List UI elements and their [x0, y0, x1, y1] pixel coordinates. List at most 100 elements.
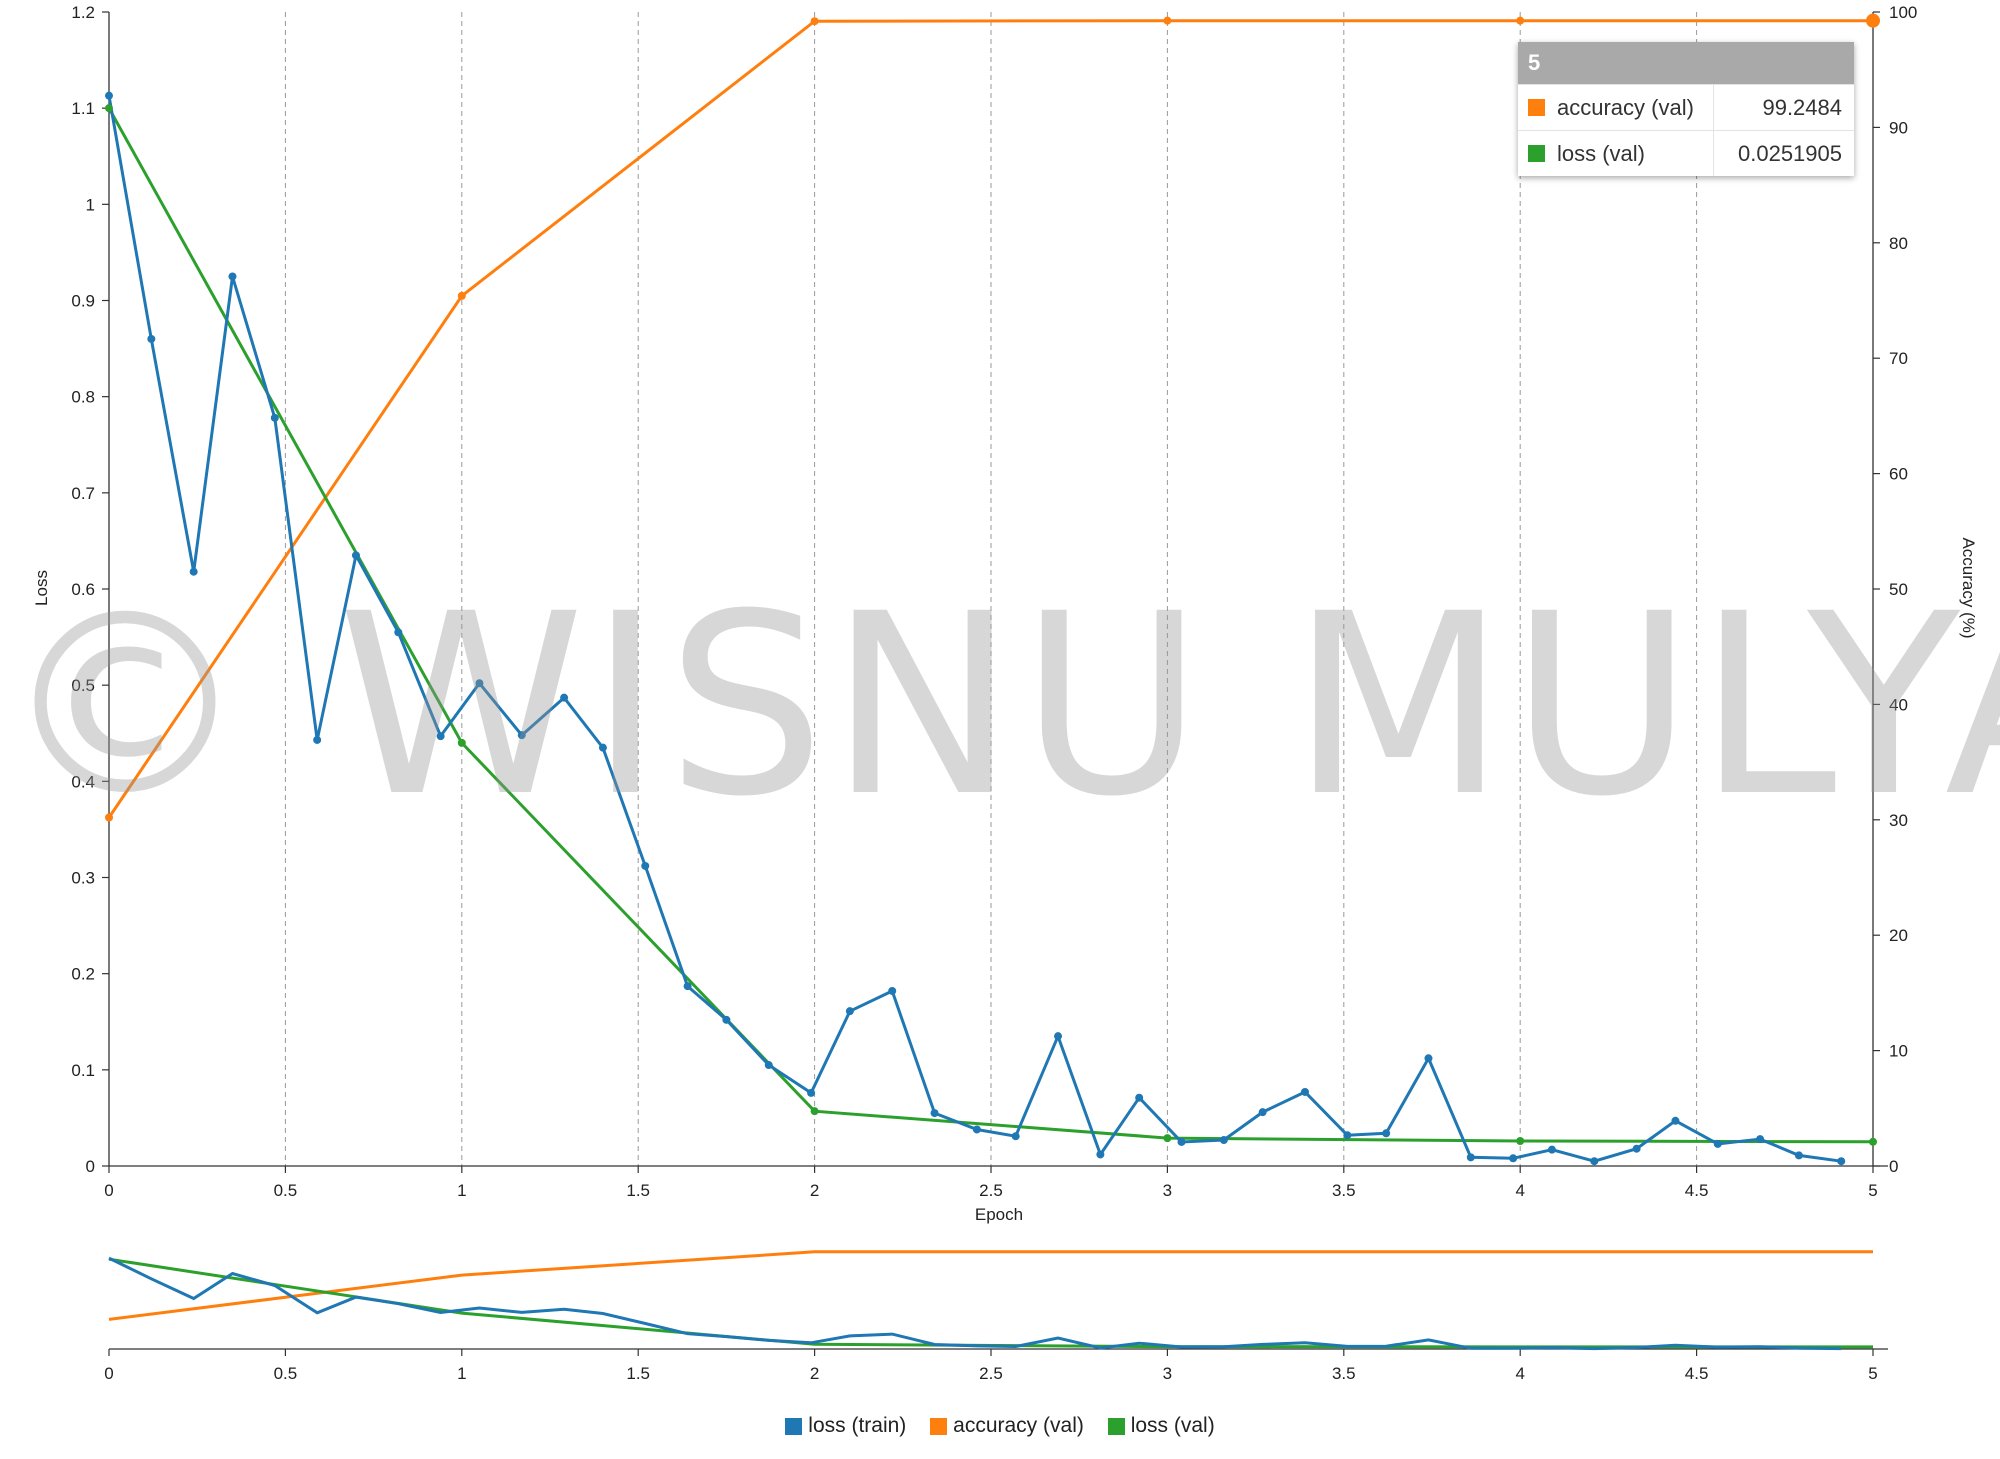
- mini-x-tick-label: 0: [104, 1364, 113, 1383]
- point-accuracy-val: [1516, 16, 1525, 25]
- point-loss-train: [972, 1125, 981, 1134]
- x-tick-label: 1.5: [626, 1181, 650, 1200]
- tooltip-row-accuracy: accuracy (val) 99.2484: [1518, 84, 1854, 130]
- mini-line-accuracy-val: [108, 1250, 1873, 1321]
- y2-tick-label: 70: [1889, 349, 1908, 368]
- y-tick-label: 0.5: [71, 676, 95, 695]
- legend-swatch: [785, 1417, 803, 1435]
- tick-marks: [102, 11, 1880, 1356]
- mini-x-tick-label: 5: [1868, 1364, 1877, 1383]
- point-loss-train: [147, 334, 156, 343]
- mini-x-tick-label: 3: [1163, 1364, 1172, 1383]
- legend-item-loss-val[interactable]: loss (val): [1107, 1414, 1215, 1438]
- legend-label: loss (val): [1130, 1414, 1215, 1437]
- series-points: [105, 13, 1880, 1166]
- point-loss-train: [1632, 1144, 1641, 1153]
- point-loss-train: [1794, 1151, 1803, 1160]
- legend-item-accuracy-val[interactable]: accuracy (val): [930, 1414, 1084, 1438]
- mini-x-tick-label: 0.5: [274, 1364, 298, 1383]
- point-loss-train: [351, 551, 360, 560]
- series-line-loss-train: [107, 95, 1842, 1163]
- y-tick-label: 0.9: [71, 292, 95, 311]
- point-loss-train: [1466, 1153, 1475, 1162]
- x-tick-label: 2.5: [979, 1181, 1003, 1200]
- point-accuracy-val: [1866, 13, 1880, 28]
- point-loss-train: [517, 731, 526, 740]
- point-loss-train: [1382, 1129, 1391, 1138]
- x-tick-label: 0: [104, 1181, 113, 1200]
- point-loss-val: [105, 104, 113, 113]
- y2-tick-label: 80: [1889, 234, 1908, 253]
- point-loss-train: [1671, 1116, 1680, 1125]
- point-loss-train: [1054, 1032, 1063, 1041]
- y-tick-label: 1: [86, 195, 95, 214]
- point-loss-train: [683, 982, 692, 991]
- mini-x-tick-label: 4: [1515, 1364, 1524, 1383]
- point-loss-train: [1837, 1157, 1846, 1166]
- vertical-gridlines: [284, 12, 1874, 1166]
- tooltip-label: loss (val): [1557, 140, 1646, 166]
- mini-x-tick-label: 1: [457, 1364, 466, 1383]
- y-tick-label: 0.6: [71, 580, 95, 599]
- loss-val-swatch: [1528, 145, 1545, 162]
- series-line-accuracy-val: [107, 19, 1873, 819]
- y2-tick-label: 60: [1889, 465, 1908, 484]
- point-loss-train: [1509, 1154, 1518, 1163]
- point-loss-train: [1135, 1093, 1144, 1102]
- tooltip-label: accuracy (val): [1557, 94, 1694, 120]
- overview-brush-lines[interactable]: [108, 1250, 1873, 1351]
- x-tick-label: 4.5: [1685, 1181, 1709, 1200]
- series-line-loss-val: [107, 107, 1874, 1144]
- mini-x-tick-label: 2: [810, 1364, 819, 1383]
- point-loss-train: [1096, 1150, 1105, 1159]
- point-loss-train: [1011, 1132, 1020, 1141]
- point-loss-train: [1547, 1145, 1556, 1154]
- y2-tick-label: 90: [1889, 118, 1908, 137]
- legend-swatch: [1107, 1417, 1125, 1435]
- point-accuracy-val: [105, 813, 113, 822]
- tooltip-row-loss-val: loss (val) 0.0251905: [1518, 130, 1854, 176]
- point-accuracy-val: [810, 17, 819, 26]
- point-loss-val: [1869, 1137, 1877, 1146]
- point-loss-train: [105, 91, 113, 100]
- point-loss-train: [394, 628, 403, 637]
- y2-tick-label: 40: [1889, 695, 1908, 714]
- point-loss-val: [457, 738, 466, 747]
- point-loss-val: [1163, 1134, 1172, 1143]
- mini-line-loss-train: [108, 1256, 1842, 1351]
- mini-x-tick-label: 4.5: [1685, 1364, 1709, 1383]
- point-loss-train: [888, 986, 897, 995]
- tooltip-value: 0.0251905: [1738, 140, 1842, 166]
- point-loss-train: [228, 272, 237, 281]
- mini-x-tick-label: 1.5: [626, 1364, 650, 1383]
- accuracy-swatch: [1528, 99, 1545, 116]
- y-tick-label: 0.8: [71, 388, 95, 407]
- point-loss-train: [1343, 1131, 1352, 1140]
- mini-line-loss-val: [108, 1257, 1873, 1349]
- mini-x-tick-label: 3.5: [1332, 1364, 1356, 1383]
- y-tick-label: 0.3: [71, 869, 95, 888]
- legend: loss (train) accuracy (val) loss (val): [0, 1414, 2000, 1441]
- tooltip-value: 99.2484: [1762, 94, 1842, 120]
- x-tick-label: 5: [1868, 1181, 1877, 1200]
- point-loss-val: [1516, 1136, 1525, 1145]
- y2-tick-label: 50: [1889, 580, 1908, 599]
- point-loss-train: [1258, 1108, 1267, 1117]
- x-tick-label: 3: [1163, 1181, 1172, 1200]
- legend-item-loss-train[interactable]: loss (train): [785, 1414, 906, 1438]
- y-tick-label: 1.2: [71, 3, 95, 22]
- point-loss-train: [845, 1007, 854, 1016]
- point-loss-train: [930, 1109, 939, 1118]
- y-tick-label: 0.7: [71, 484, 95, 503]
- point-loss-train: [475, 679, 484, 688]
- legend-label: loss (train): [808, 1414, 907, 1437]
- point-loss-train: [764, 1061, 773, 1070]
- y-tick-label: 0: [86, 1157, 95, 1176]
- y2-tick-label: 0: [1889, 1157, 1898, 1176]
- point-loss-train: [1424, 1054, 1433, 1063]
- legend-label: accuracy (val): [953, 1414, 1084, 1437]
- y-tick-label: 0.1: [71, 1061, 95, 1080]
- point-loss-train: [436, 732, 445, 741]
- x-tick-label: 0.5: [274, 1181, 298, 1200]
